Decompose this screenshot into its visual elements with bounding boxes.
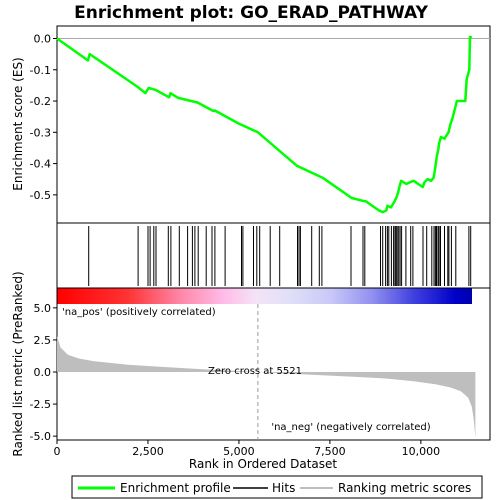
metric-y-tick-label: 0.0 (34, 366, 52, 379)
x-tick-label: 5,000 (223, 445, 255, 458)
es-y-tick-label: 0.0 (34, 33, 52, 46)
metric-y-tick-label: 5.0 (34, 302, 52, 315)
zero-cross-label: Zero cross at 5521 (208, 366, 302, 377)
x-axis-label: Rank in Ordered Dataset (189, 457, 337, 471)
es-y-tick-label: -0.1 (30, 64, 51, 77)
hits-panel-frame (56, 222, 491, 289)
x-tick-label: 0 (54, 445, 61, 458)
hits-panel (56, 222, 491, 304)
rank-color-bar (57, 288, 472, 304)
x-tick-label: 7,500 (314, 445, 346, 458)
x-ticks: 0 2,500 5,000 7,500 10,000 (54, 440, 441, 458)
enrichment-profile-line (56, 35, 473, 214)
metric-y-tick-label: 2.5 (34, 334, 52, 347)
metric-y-axis-label: Ranked list metric (PreRanked) (11, 271, 25, 456)
es-y-ticks: 0.0 -0.1 -0.2 -0.3 -0.4 -0.5 (30, 33, 57, 202)
es-y-axis-label: Enrichment score (ES) (11, 57, 25, 190)
hit-marks (88, 226, 472, 286)
legend-label-enrichment: Enrichment profile (120, 481, 231, 495)
legend-label-hits: Hits (272, 481, 295, 495)
legend-label-metric: Ranking metric scores (338, 481, 471, 495)
es-y-tick-label: -0.5 (30, 189, 51, 202)
legend: Enrichment profile Hits Ranking metric s… (71, 475, 483, 499)
x-tick-label: 10,000 (402, 445, 441, 458)
metric-y-tick-label: -5.0 (30, 430, 51, 443)
metric-y-ticks: 5.0 2.5 0.0 -2.5 -5.0 (30, 302, 57, 443)
es-y-tick-label: -0.3 (30, 126, 51, 139)
es-y-tick-label: -0.2 (30, 95, 51, 108)
neg-label: 'na_neg' (negatively correlated) (271, 422, 430, 433)
x-tick-label: 2,500 (132, 445, 164, 458)
legend-box (71, 475, 483, 499)
es-y-tick-label: -0.4 (30, 158, 51, 171)
es-panel: 0.0 -0.1 -0.2 -0.3 -0.4 -0.5 Enrichment score… (11, 25, 491, 224)
metric-y-tick-label: -2.5 (30, 398, 51, 411)
pos-label: 'na_pos' (positively correlated) (62, 307, 216, 318)
metric-panel: 5.0 2.5 0.0 -2.5 -5.0 0 2,500 5,000 7,500 10,000… (11, 271, 491, 471)
es-panel-frame (56, 25, 491, 224)
chart-title: Enrichment plot: GO_ERAD_PATHWAY (74, 3, 428, 23)
